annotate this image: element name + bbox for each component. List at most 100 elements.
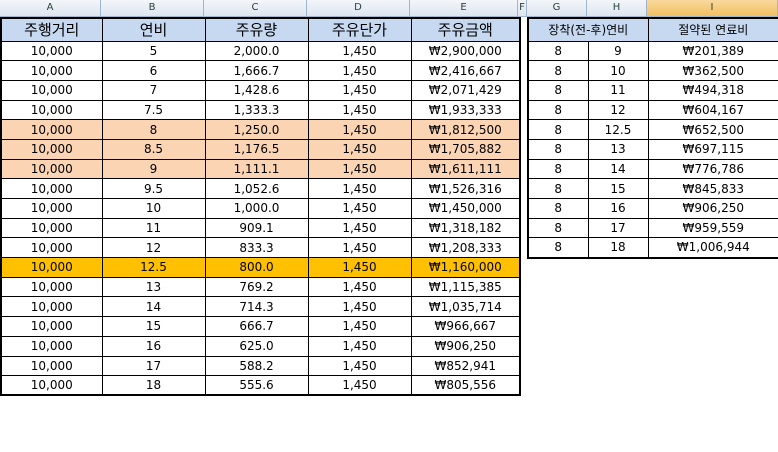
cell-fuel-amount[interactable]: 1,000.0 bbox=[204, 198, 309, 219]
cell-saved-cost[interactable]: ₩776,786 bbox=[647, 158, 778, 180]
cell-unit-price[interactable]: 1,450 bbox=[307, 257, 412, 278]
column-header-c[interactable]: C bbox=[204, 0, 307, 16]
cell-fuel-amount[interactable]: 769.2 bbox=[204, 276, 309, 298]
cell-distance[interactable]: 10,000 bbox=[0, 40, 103, 62]
cell-fuel-cost[interactable]: ₩906,250 bbox=[410, 335, 521, 357]
cell-distance[interactable]: 10,000 bbox=[0, 60, 103, 81]
cell-fuel-cost[interactable]: ₩1,933,333 bbox=[410, 99, 521, 121]
header-unit-price[interactable]: 주유단가 bbox=[307, 17, 412, 42]
cell-before-mileage[interactable]: 8 bbox=[527, 79, 589, 101]
cell-before-mileage[interactable]: 8 bbox=[527, 119, 589, 140]
cell-mileage[interactable]: 9.5 bbox=[101, 178, 206, 199]
cell-distance[interactable]: 10,000 bbox=[0, 217, 103, 239]
cell-after-mileage[interactable]: 9 bbox=[587, 40, 649, 62]
cell-fuel-amount[interactable]: 555.6 bbox=[204, 375, 309, 396]
cell-distance[interactable]: 10,000 bbox=[0, 79, 103, 101]
cell-before-mileage[interactable]: 8 bbox=[527, 237, 589, 259]
cell-saved-cost[interactable]: ₩494,318 bbox=[647, 79, 778, 101]
cell-saved-cost[interactable]: ₩362,500 bbox=[647, 60, 778, 81]
cell-unit-price[interactable]: 1,450 bbox=[307, 237, 412, 259]
cell-distance[interactable]: 10,000 bbox=[0, 375, 103, 396]
cell-after-mileage[interactable]: 15 bbox=[587, 178, 649, 199]
cell-fuel-cost[interactable]: ₩1,035,714 bbox=[410, 296, 521, 318]
cell-fuel-amount[interactable]: 833.3 bbox=[204, 237, 309, 259]
cell-mileage[interactable]: 14 bbox=[101, 296, 206, 318]
cell-fuel-cost[interactable]: ₩1,450,000 bbox=[410, 198, 521, 219]
cell-unit-price[interactable]: 1,450 bbox=[307, 217, 412, 239]
cell-fuel-amount[interactable]: 1,111.1 bbox=[204, 158, 309, 180]
cell-unit-price[interactable]: 1,450 bbox=[307, 375, 412, 396]
column-header-a[interactable]: A bbox=[0, 0, 101, 16]
cell-fuel-amount[interactable]: 1,666.7 bbox=[204, 60, 309, 81]
cell-fuel-cost[interactable]: ₩852,941 bbox=[410, 355, 521, 377]
cell-distance[interactable]: 10,000 bbox=[0, 99, 103, 121]
cell-mileage[interactable]: 18 bbox=[101, 375, 206, 396]
column-header-i[interactable]: I bbox=[647, 0, 778, 16]
header-saved-fuel-cost[interactable]: 절약된 연료비 bbox=[647, 17, 778, 42]
cell-fuel-cost[interactable]: ₩1,318,182 bbox=[410, 217, 521, 239]
cell-before-mileage[interactable]: 8 bbox=[527, 158, 589, 180]
cell-distance[interactable]: 10,000 bbox=[0, 316, 103, 337]
column-header-b[interactable]: B bbox=[101, 0, 204, 16]
cell-unit-price[interactable]: 1,450 bbox=[307, 335, 412, 357]
cell-distance[interactable]: 10,000 bbox=[0, 257, 103, 278]
cell-fuel-amount[interactable]: 1,176.5 bbox=[204, 138, 309, 160]
cell-mileage[interactable]: 10 bbox=[101, 198, 206, 219]
cell-mileage[interactable]: 12.5 bbox=[101, 257, 206, 278]
cell-before-mileage[interactable]: 8 bbox=[527, 40, 589, 62]
cell-unit-price[interactable]: 1,450 bbox=[307, 40, 412, 62]
cell-distance[interactable]: 10,000 bbox=[0, 296, 103, 318]
cell-before-mileage[interactable]: 8 bbox=[527, 178, 589, 199]
cell-unit-price[interactable]: 1,450 bbox=[307, 158, 412, 180]
cell-unit-price[interactable]: 1,450 bbox=[307, 99, 412, 121]
cell-before-mileage[interactable]: 8 bbox=[527, 138, 589, 160]
cell-fuel-amount[interactable]: 1,250.0 bbox=[204, 119, 309, 140]
cell-distance[interactable]: 10,000 bbox=[0, 276, 103, 298]
cell-after-mileage[interactable]: 12.5 bbox=[587, 119, 649, 140]
cell-after-mileage[interactable]: 17 bbox=[587, 217, 649, 239]
cell-mileage[interactable]: 8.5 bbox=[101, 138, 206, 160]
cell-unit-price[interactable]: 1,450 bbox=[307, 178, 412, 199]
cell-distance[interactable]: 10,000 bbox=[0, 178, 103, 199]
cell-distance[interactable]: 10,000 bbox=[0, 158, 103, 180]
cell-mileage[interactable]: 17 bbox=[101, 355, 206, 377]
cell-before-mileage[interactable]: 8 bbox=[527, 198, 589, 219]
cell-mileage[interactable]: 11 bbox=[101, 217, 206, 239]
cell-fuel-cost[interactable]: ₩1,526,316 bbox=[410, 178, 521, 199]
cell-before-mileage[interactable]: 8 bbox=[527, 60, 589, 81]
cell-fuel-amount[interactable]: 1,428.6 bbox=[204, 79, 309, 101]
cell-fuel-cost[interactable]: ₩966,667 bbox=[410, 316, 521, 337]
cell-after-mileage[interactable]: 18 bbox=[587, 237, 649, 259]
cell-unit-price[interactable]: 1,450 bbox=[307, 355, 412, 377]
cell-after-mileage[interactable]: 12 bbox=[587, 99, 649, 121]
cell-distance[interactable]: 10,000 bbox=[0, 198, 103, 219]
cell-distance[interactable]: 10,000 bbox=[0, 119, 103, 140]
cell-fuel-amount[interactable]: 625.0 bbox=[204, 335, 309, 357]
cell-unit-price[interactable]: 1,450 bbox=[307, 198, 412, 219]
cell-mileage[interactable]: 12 bbox=[101, 237, 206, 259]
cell-saved-cost[interactable]: ₩845,833 bbox=[647, 178, 778, 199]
cell-fuel-cost[interactable]: ₩1,611,111 bbox=[410, 158, 521, 180]
column-header-g[interactable]: G bbox=[527, 0, 587, 16]
cell-mileage[interactable]: 15 bbox=[101, 316, 206, 337]
cell-mileage[interactable]: 6 bbox=[101, 60, 206, 81]
cell-unit-price[interactable]: 1,450 bbox=[307, 296, 412, 318]
cell-distance[interactable]: 10,000 bbox=[0, 237, 103, 259]
cell-fuel-amount[interactable]: 714.3 bbox=[204, 296, 309, 318]
column-header-h[interactable]: H bbox=[587, 0, 647, 16]
cell-distance[interactable]: 10,000 bbox=[0, 138, 103, 160]
column-header-f[interactable]: F bbox=[518, 0, 527, 16]
cell-unit-price[interactable]: 1,450 bbox=[307, 138, 412, 160]
cell-mileage[interactable]: 16 bbox=[101, 335, 206, 357]
cell-after-mileage[interactable]: 11 bbox=[587, 79, 649, 101]
cell-mileage[interactable]: 9 bbox=[101, 158, 206, 180]
column-header-e[interactable]: E bbox=[410, 0, 518, 16]
cell-after-mileage[interactable]: 14 bbox=[587, 158, 649, 180]
cell-fuel-amount[interactable]: 1,333.3 bbox=[204, 99, 309, 121]
column-header-d[interactable]: D bbox=[307, 0, 410, 16]
cell-fuel-cost[interactable]: ₩2,900,000 bbox=[410, 40, 521, 62]
cell-fuel-cost[interactable]: ₩1,160,000 bbox=[410, 257, 521, 278]
cell-mileage[interactable]: 7.5 bbox=[101, 99, 206, 121]
cell-distance[interactable]: 10,000 bbox=[0, 335, 103, 357]
cell-fuel-amount[interactable]: 588.2 bbox=[204, 355, 309, 377]
